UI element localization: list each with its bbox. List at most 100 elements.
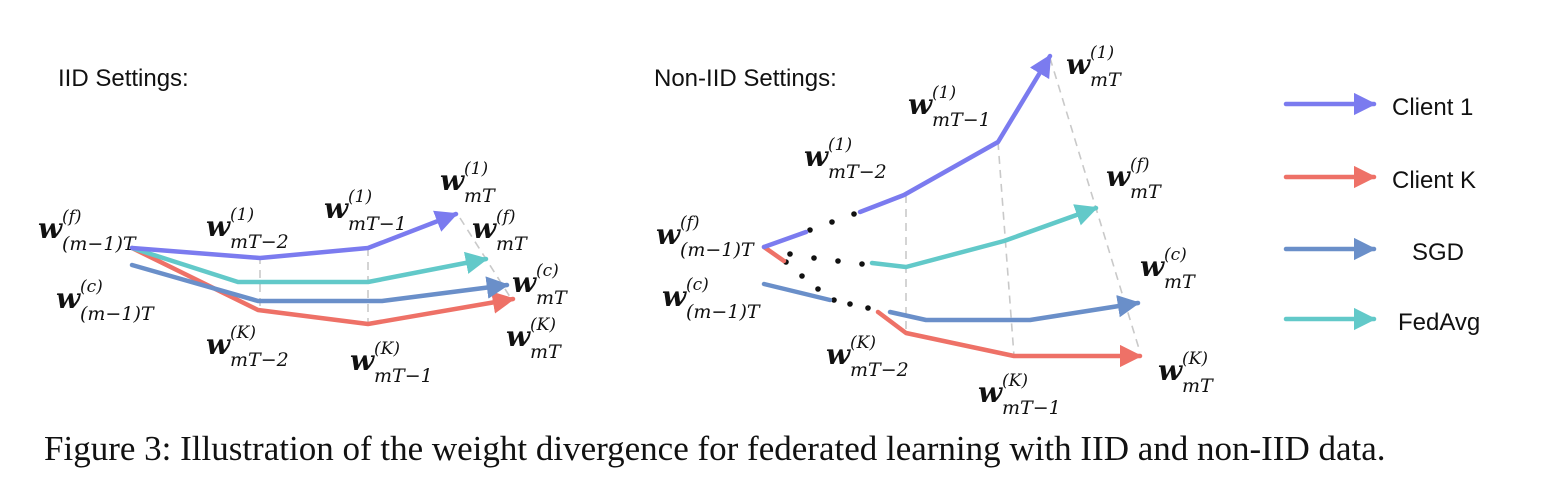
iid-label-wc-mT: w (c) mT	[512, 261, 568, 309]
w-symbol: w	[1158, 354, 1183, 387]
legend-label-clientK: Client K	[1392, 167, 1476, 194]
dot	[835, 258, 841, 264]
legend-label-fedavg: FedAvg	[1398, 309, 1480, 336]
legend-item-client1: Client 1	[1283, 92, 1473, 121]
noniid-label-wK-mT: w (K) mT	[1158, 349, 1214, 397]
svg-text:(1): (1)	[348, 187, 372, 207]
svg-text:mT−1: mT−1	[348, 213, 407, 235]
dot	[851, 211, 857, 217]
noniid-clientK-stub	[761, 244, 787, 264]
noniid-client1-path	[857, 53, 1053, 215]
w-symbol: w	[440, 164, 465, 197]
svg-text:(K): (K)	[230, 323, 256, 343]
noniid-paths	[761, 53, 1143, 368]
svg-text:(K): (K)	[1002, 371, 1028, 391]
iid-title: IID Settings:	[58, 65, 189, 92]
iid-clientK-path	[129, 245, 516, 327]
svg-text:(1): (1)	[828, 135, 852, 155]
noniid-label-wK-mT2: w (K) mT−2	[826, 333, 909, 381]
w-symbol: w	[978, 376, 1003, 409]
svg-text:(f): (f)	[680, 213, 700, 233]
svg-text:(m−1)T: (m−1)T	[62, 233, 137, 255]
noniid-dots	[783, 211, 871, 311]
noniid-label-wK-mT1: w (K) mT−1	[978, 371, 1061, 419]
legend-item-sgd: SGD	[1283, 237, 1464, 266]
dot	[859, 261, 865, 267]
svg-text:(f): (f)	[1130, 155, 1150, 175]
noniid-labels: w (f) (m−1)T w (c) (m−1)T w (1) mT−2 w (…	[656, 43, 1214, 419]
iid-label-wK-mT: w (K) mT	[506, 315, 562, 363]
dot	[815, 286, 821, 292]
svg-text:(m−1)T: (m−1)T	[80, 303, 155, 325]
w-symbol: w	[1140, 250, 1165, 283]
w-symbol: w	[206, 328, 231, 361]
w-symbol: w	[472, 212, 497, 245]
w-symbol: w	[512, 266, 537, 299]
iid-fedavg-path	[129, 245, 489, 285]
dot	[865, 305, 871, 311]
svg-text:mT−1: mT−1	[932, 109, 991, 131]
dot	[811, 255, 817, 261]
svg-text:(c): (c)	[1164, 245, 1187, 265]
svg-text:(m−1)T: (m−1)T	[686, 301, 761, 323]
iid-label-wf-mT: w (f) mT	[472, 207, 528, 255]
svg-text:(1): (1)	[230, 205, 254, 225]
noniid-guide-mT1	[997, 141, 1015, 357]
noniid-label-w1-mT1: w (1) mT−1	[908, 83, 991, 131]
svg-text:mT−2: mT−2	[230, 349, 289, 371]
dot	[807, 227, 813, 233]
svg-text:mT−2: mT−2	[230, 231, 289, 253]
noniid-label-wc-mT: w (c) mT	[1140, 245, 1196, 293]
w-symbol: w	[56, 282, 81, 315]
legend: Client 1 Client K SGD FedAvg	[1283, 92, 1480, 336]
w-symbol: w	[324, 192, 349, 225]
svg-text:mT: mT	[1130, 181, 1162, 203]
svg-text:mT: mT	[536, 287, 568, 309]
iid-label-w1-mT1: w (1) mT−1	[324, 187, 407, 235]
w-symbol: w	[206, 210, 231, 243]
svg-text:(c): (c)	[536, 261, 559, 281]
legend-item-clientK: Client K	[1283, 165, 1476, 194]
iid-client1-path	[129, 210, 459, 261]
svg-text:(K): (K)	[1182, 349, 1208, 369]
svg-text:mT−2: mT−2	[828, 161, 887, 183]
dot	[787, 251, 793, 257]
dot	[829, 219, 835, 225]
svg-text:(K): (K)	[374, 339, 400, 359]
svg-text:(K): (K)	[850, 333, 876, 353]
svg-text:(1): (1)	[1090, 43, 1114, 63]
noniid-label-w1-mT: w (1) mT	[1066, 43, 1122, 91]
dot	[831, 297, 837, 303]
w-symbol: w	[1066, 48, 1091, 81]
svg-text:(f): (f)	[62, 207, 82, 227]
w-symbol: w	[826, 338, 851, 371]
iid-label-w-f-start: w (f) (m−1)T	[38, 207, 137, 255]
iid-paths	[129, 210, 516, 327]
svg-text:mT−2: mT−2	[850, 359, 909, 381]
noniid-label-w-f-start: w (f) (m−1)T	[656, 213, 755, 261]
iid-label-w1-mT: w (1) mT	[440, 159, 496, 207]
noniid-label-wf-mT: w (f) mT	[1106, 155, 1162, 203]
iid-label-wK-mT1: w (K) mT−1	[350, 339, 433, 387]
iid-label-w1-mT2: w (1) mT−2	[206, 205, 289, 253]
noniid-clientK-path	[875, 309, 1143, 368]
dot	[799, 273, 805, 279]
svg-text:mT: mT	[530, 341, 562, 363]
iid-label-w-c-start: w (c) (m−1)T	[56, 277, 155, 325]
w-symbol: w	[804, 140, 829, 173]
w-symbol: w	[656, 218, 681, 251]
legend-label-client1: Client 1	[1392, 94, 1473, 121]
w-symbol: w	[908, 88, 933, 121]
noniid-title: Non-IID Settings:	[654, 65, 837, 92]
svg-text:(f): (f)	[496, 207, 516, 227]
w-symbol: w	[350, 344, 375, 377]
noniid-sgd-path	[887, 295, 1141, 323]
noniid-client1-stub	[761, 229, 809, 250]
svg-text:mT: mT	[1182, 375, 1214, 397]
svg-text:(1): (1)	[932, 83, 956, 103]
noniid-label-w-c-start: w (c) (m−1)T	[662, 275, 761, 323]
legend-item-fedavg: FedAvg	[1283, 307, 1480, 336]
svg-text:(c): (c)	[686, 275, 709, 295]
iid-label-wK-mT2: w (K) mT−2	[206, 323, 289, 371]
